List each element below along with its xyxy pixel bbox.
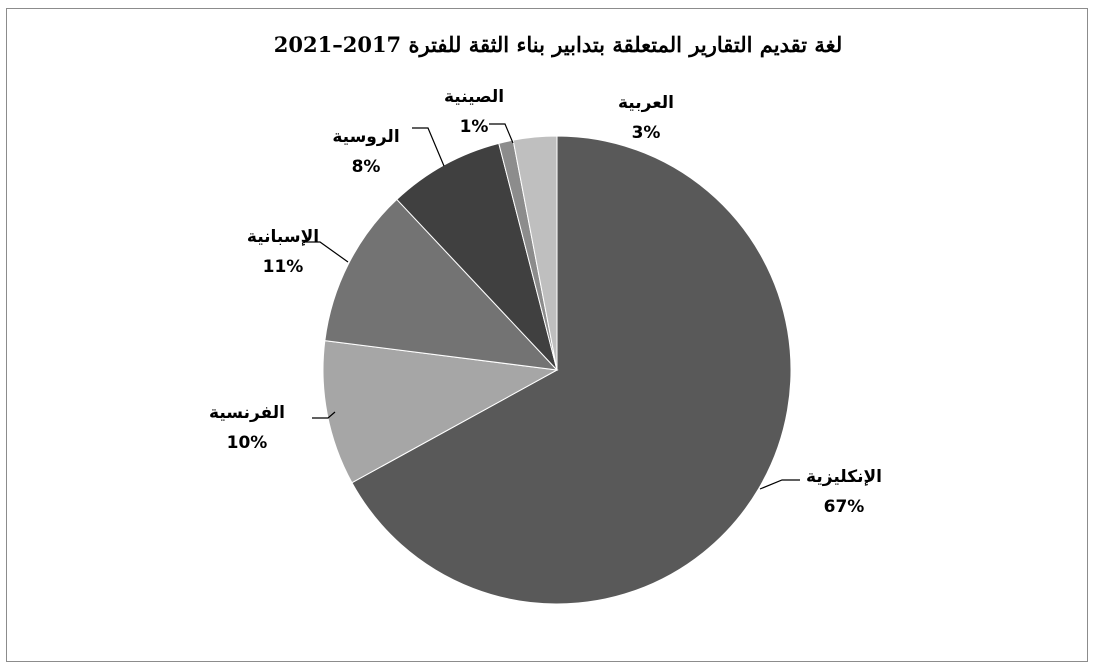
slice-value-label: 3%: [632, 123, 661, 143]
leader-line: [412, 127, 445, 167]
slice-value-label: 8%: [352, 157, 381, 177]
pie-slice: [512, 135, 558, 371]
slice-label: العربية: [618, 93, 674, 113]
slice-value-label: 67%: [824, 497, 865, 517]
slice-labels: الإنكليزية 67% الفرنسية 10% الإسبانية 11% الرو…: [209, 87, 882, 517]
slice-label: الفرنسية: [209, 403, 285, 423]
slice-label: الروسية: [332, 127, 399, 147]
pie-slice: [322, 340, 559, 484]
slice-value-label: 11%: [263, 257, 304, 277]
pie-slice: [324, 198, 559, 371]
slice-value-label: 1%: [460, 117, 489, 137]
slice-label: الصينية: [444, 87, 504, 107]
pie-slice: [351, 135, 792, 605]
chart-title: لغة تقديم التقارير المتعلقة بتدابير بناء…: [274, 32, 842, 58]
leader-line: [759, 479, 800, 490]
slice-value-label: 10%: [227, 433, 268, 453]
pie-slices: [322, 135, 792, 605]
slice-label: الإنكليزية: [806, 467, 882, 487]
leader-lines: [304, 123, 800, 490]
leader-line: [304, 241, 349, 263]
leader-line: [489, 123, 514, 144]
slice-label: الإسبانية: [247, 227, 319, 247]
pie-slice: [396, 142, 558, 371]
leader-line: [312, 411, 336, 419]
